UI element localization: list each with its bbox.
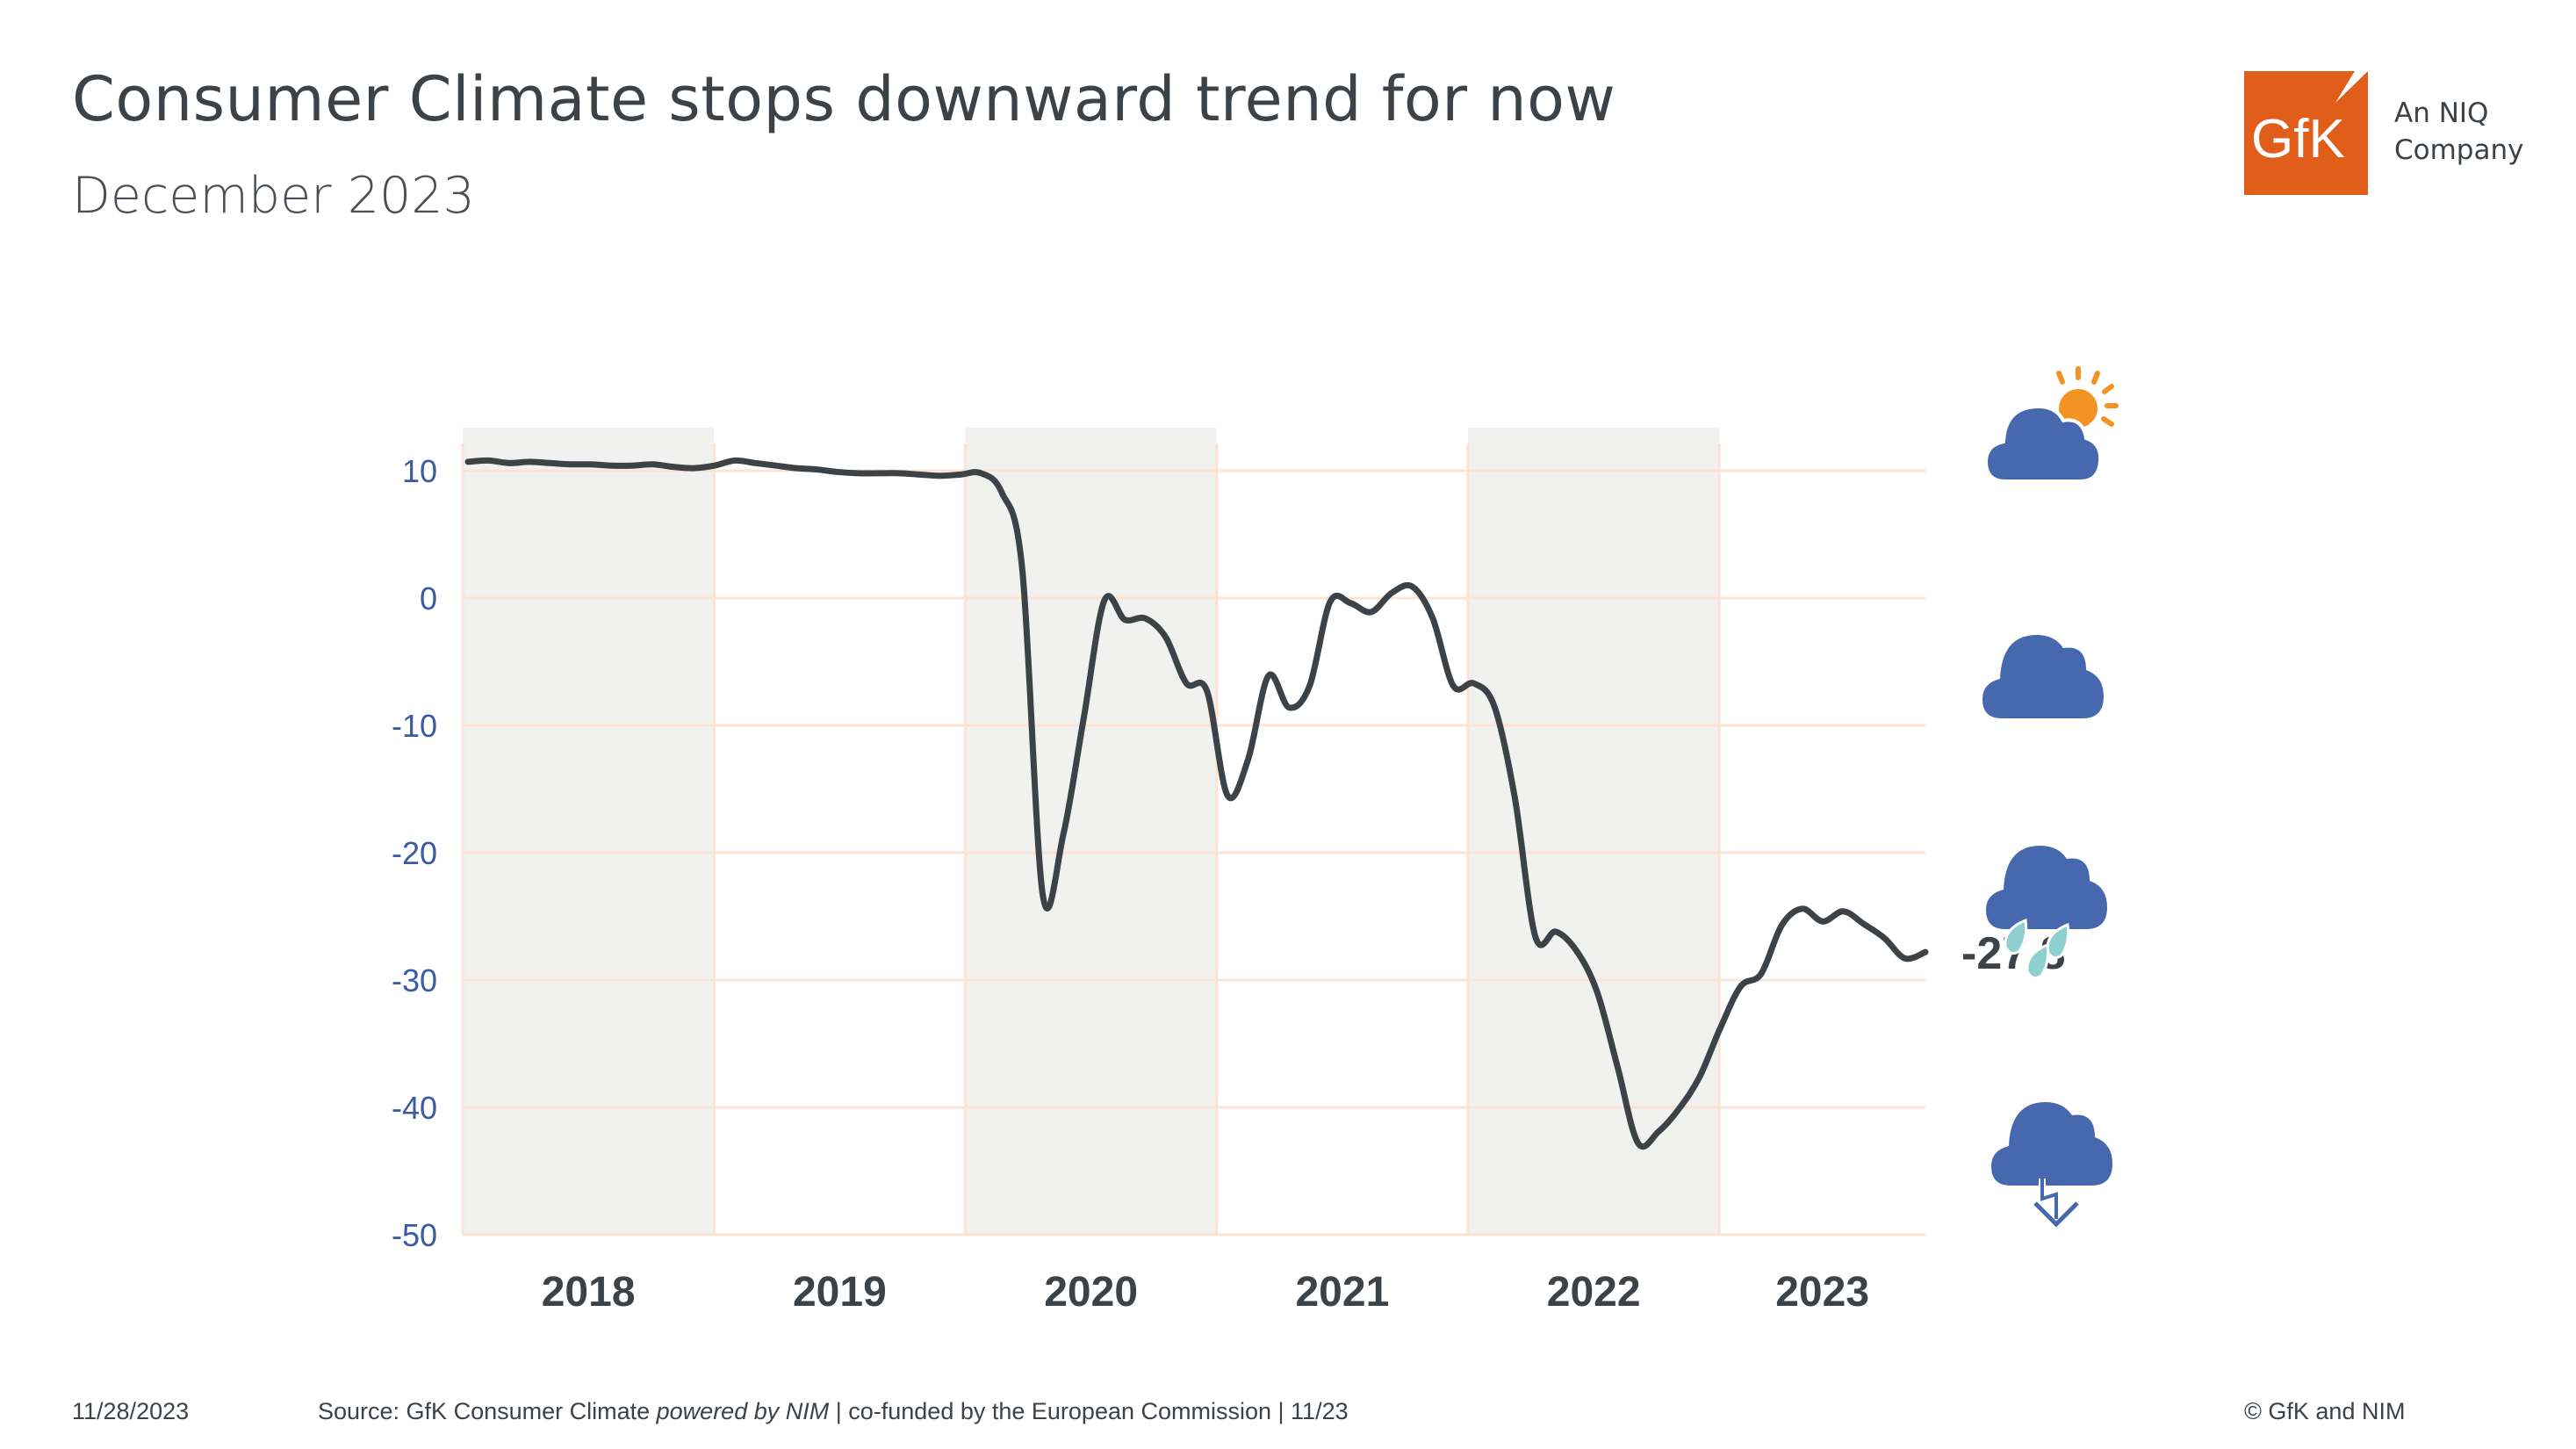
shaded-year-band [463,428,715,1235]
svg-text:GfK: GfK [2251,109,2345,169]
shaded-year-band [1468,428,1720,1235]
gfk-logo: GfK [2244,71,2368,195]
footer-source: Source: GfK Consumer Climate powered by … [318,1398,1349,1425]
series-line [464,457,1929,1150]
y-tick-label: 10 [402,453,437,489]
x-tick-label: 2021 [1295,1269,1389,1316]
x-tick-label: 2020 [1044,1269,1138,1316]
source-italic: powered by NIM [656,1398,830,1424]
y-tick-label: -40 [392,1090,437,1126]
footer-copyright: © GfK and NIM [2244,1398,2406,1424]
rain-cloud-icon [1986,846,2107,980]
cloud-icon [1982,635,2104,718]
sun-behind-cloud-icon [1983,366,2119,483]
tagline-line2: Company [2394,134,2524,166]
x-tick-label: 2018 [542,1269,636,1316]
source-suffix: | co-funded by the European Commission |… [829,1398,1349,1424]
y-tick-label: 0 [420,580,437,616]
source-prefix: Source: GfK Consumer Climate [318,1398,657,1424]
x-tick-label: 2023 [1775,1269,1869,1316]
x-tick-label: 2019 [793,1269,887,1316]
page-subtitle: December 2023 [72,167,475,225]
y-tick-label: -10 [392,708,437,744]
shaded-year-band [965,428,1217,1235]
y-tick-label: -30 [392,962,437,998]
gfk-logo-mark: GfK [2251,71,2368,169]
logo-tagline: An NIQ Company [2394,95,2523,169]
thunderstorm-cloud-icon [1991,1102,2112,1228]
footer-date: 11/28/2023 [72,1398,190,1424]
y-tick-label: -20 [392,835,437,871]
y-tick-label: -50 [392,1217,437,1253]
tagline-line1: An NIQ [2394,97,2489,129]
x-tick-label: 2022 [1547,1269,1641,1316]
page-title: Consumer Climate stops downward trend fo… [72,63,1616,135]
